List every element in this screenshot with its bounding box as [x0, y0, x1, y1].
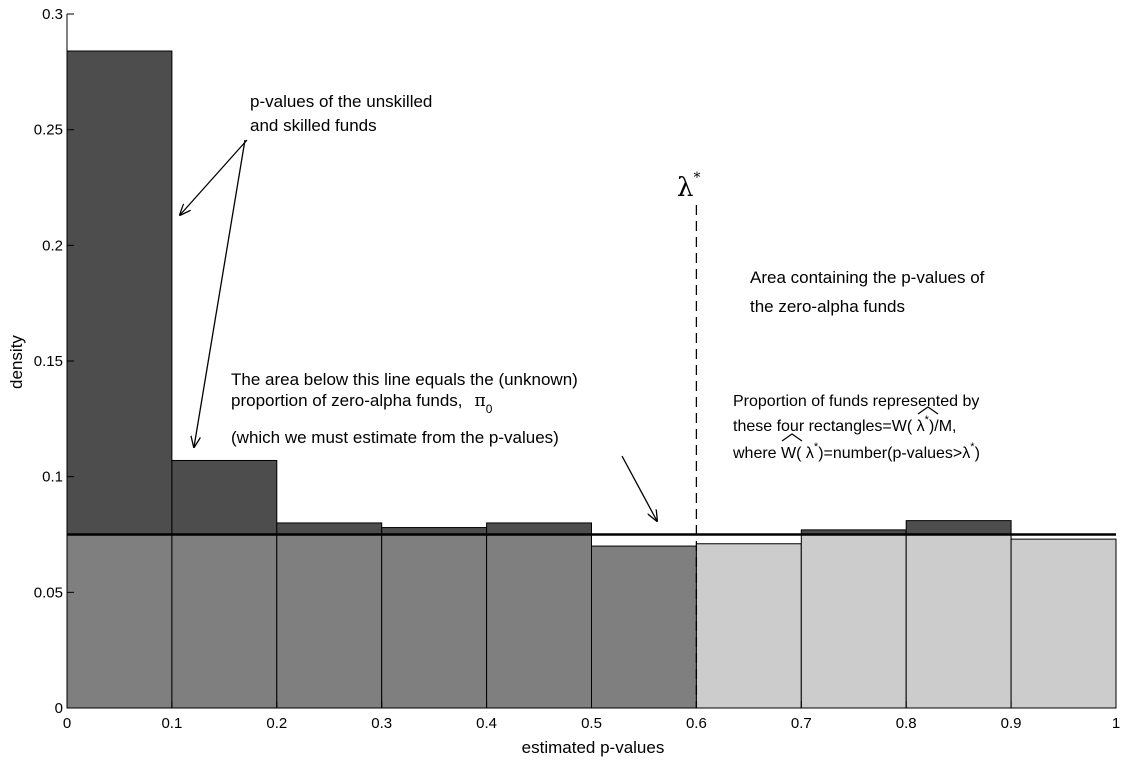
w-hat-1: W — [892, 418, 908, 435]
histogram-bar-excess — [276, 522, 382, 535]
y-tick-label: 0.3 — [42, 6, 63, 23]
y-tick-label: 0.15 — [34, 353, 63, 370]
y-tick-label: 0.05 — [34, 584, 63, 601]
x-tick-label: 0.8 — [896, 715, 917, 732]
histogram-bar-excess — [67, 51, 172, 535]
w-hat-mark-2 — [781, 433, 803, 442]
histogram-bar-base — [381, 534, 487, 708]
histogram-bar-excess — [171, 460, 277, 535]
unskilled-annotation-line2: and skilled funds — [250, 116, 377, 135]
proportion-annotation-line1: Proportion of funds represented by — [733, 393, 979, 410]
histogram-bar-base — [591, 546, 697, 708]
histogram-bar-excess — [801, 529, 907, 535]
y-tick-label: 0.25 — [34, 122, 63, 139]
histogram-bar-base — [1011, 539, 1116, 708]
pi-symbol: π — [475, 391, 486, 411]
histogram-bar-excess — [906, 520, 1012, 535]
histogram-bar-base — [276, 534, 382, 708]
lambda-star-label: λ* — [677, 170, 700, 203]
x-tick-label: 0.3 — [371, 715, 392, 732]
ticks-group: 0 0.1 0.2 0.3 0.4 0.5 0.6 0.7 0.8 0.9 1 0 0.05 0.1 0.1… — [34, 6, 1120, 732]
x-tick-label: 0.2 — [266, 715, 287, 732]
y-tick-label: 0.2 — [42, 237, 63, 254]
area-annotation-line2: the zero-alpha funds — [750, 297, 905, 316]
x-tick-label: 1 — [1112, 715, 1120, 732]
y-tick-label: 0.1 — [42, 469, 63, 486]
histogram-bar-base — [801, 534, 907, 708]
below-line-annotation-line3: (which we must estimate from the p-value… — [231, 428, 559, 447]
x-tick-label: 0.5 — [581, 715, 602, 732]
x-tick-label: 0.9 — [1001, 715, 1022, 732]
bars-group — [66, 50, 1117, 709]
w-hat-2: W — [781, 445, 797, 462]
below-line-annotation-line2: proportion of zero-alpha funds, π0 — [231, 391, 493, 416]
proportion-annotation-line3: where W( λ*)=number(p-values>λ*) — [732, 441, 980, 462]
lambda-superscript: * — [693, 170, 700, 186]
arrow-to-bin1 — [180, 139, 248, 215]
x-tick-label: 0.7 — [791, 715, 812, 732]
histogram-bar-excess — [381, 527, 487, 535]
area-annotation-line1: Area containing the p-values of — [750, 268, 985, 287]
lambda-symbol: λ — [677, 173, 693, 203]
arrow-to-pi0-line — [621, 455, 657, 521]
arrow-to-bin2 — [194, 139, 246, 447]
pi-subscript: 0 — [486, 402, 493, 416]
x-tick-label: 0.4 — [476, 715, 497, 732]
x-tick-label: 0.6 — [686, 715, 707, 732]
histogram-bar-base — [906, 534, 1012, 708]
histogram-bar-base — [696, 543, 802, 708]
x-axis-label: estimated p-values — [522, 738, 665, 757]
below-line-annotation-line1: The area below this line equals the (unk… — [231, 370, 578, 389]
x-tick-label: 0.1 — [161, 715, 182, 732]
x-tick-label: 0 — [63, 715, 71, 732]
histogram-bar-base — [486, 534, 592, 708]
proportion-annotation-line2: these four rectangles=W( λ*)/M, — [733, 414, 956, 435]
y-axis-label: density — [7, 335, 26, 389]
histogram-bar-base — [67, 534, 172, 708]
unskilled-annotation-line1: p-values of the unskilled — [250, 92, 432, 111]
histogram-bar-base — [171, 534, 277, 708]
w-hat-mark-1 — [917, 406, 939, 415]
y-tick-label: 0 — [55, 700, 63, 717]
histogram-bar-excess — [486, 522, 592, 535]
